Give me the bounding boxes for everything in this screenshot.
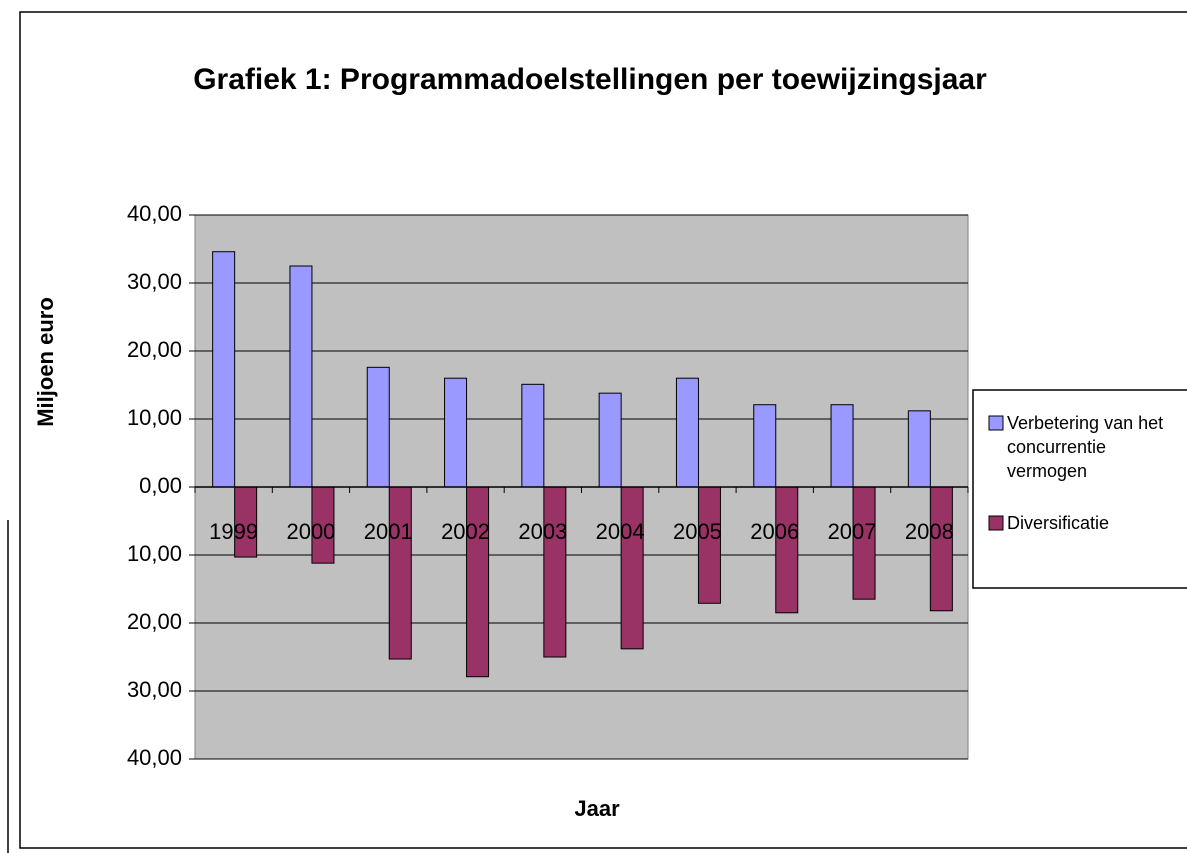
y-tick-label: 10,00: [127, 405, 182, 430]
x-tick-label: 2008: [905, 519, 954, 544]
legend-swatch: [988, 415, 1004, 431]
y-tick-label: 40,00: [127, 201, 182, 226]
x-tick-label: 2002: [441, 519, 490, 544]
legend-label: Verbetering van het concurrentie vermoge…: [1007, 413, 1164, 481]
x-tick-label: 2000: [286, 519, 335, 544]
x-axis-label: Jaar: [574, 796, 620, 821]
y-axis-label: Miljoen euro: [33, 297, 58, 427]
y-tick-label: 30,00: [127, 269, 182, 294]
x-tick-label: 2004: [596, 519, 645, 544]
x-tick-label: 2005: [673, 519, 722, 544]
legend-label: Diversificatie: [1007, 513, 1110, 533]
bar: [289, 265, 313, 488]
x-tick-label: 2007: [828, 519, 877, 544]
bar: [212, 251, 236, 488]
y-tick-label: 20,00: [127, 609, 182, 634]
legend-swatch: [988, 515, 1004, 531]
bar: [775, 486, 799, 614]
chart-title: Grafiek 1: Programmadoelstellingen per t…: [193, 63, 987, 96]
y-tick-label: 40,00: [127, 745, 182, 770]
bar: [697, 486, 721, 604]
bar: [598, 392, 622, 488]
y-tick-label: 20,00: [127, 337, 182, 362]
bar: [521, 383, 545, 488]
y-tick-label: 10,00: [127, 541, 182, 566]
bar: [675, 377, 699, 488]
x-tick-label: 2001: [364, 519, 413, 544]
legend-box: [972, 389, 1187, 589]
y-tick-label: 0,00: [139, 473, 182, 498]
bar: [830, 404, 854, 488]
x-tick-label: 1999: [209, 519, 258, 544]
bar: [466, 486, 490, 678]
y-tick-label: 30,00: [127, 677, 182, 702]
x-tick-label: 2006: [750, 519, 799, 544]
x-tick-label: 2003: [518, 519, 567, 544]
bar: [388, 486, 412, 660]
bar: [929, 486, 953, 612]
bar: [753, 404, 777, 488]
bar: [366, 366, 390, 488]
bar: [444, 377, 468, 488]
bar: [620, 486, 644, 650]
bar: [543, 486, 567, 658]
bar: [907, 410, 931, 488]
